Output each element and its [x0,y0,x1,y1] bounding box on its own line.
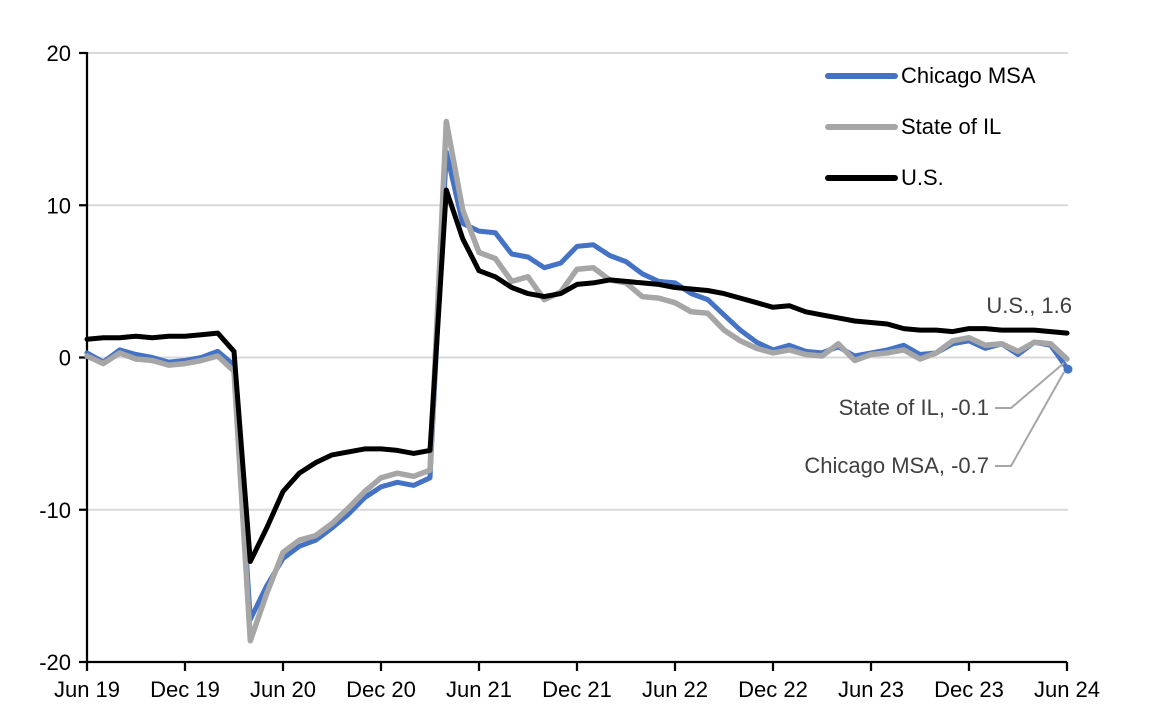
x-tick-label: Dec 23 [934,677,1004,702]
x-tick-label: Jun 22 [642,677,708,702]
y-tick-label: 20 [47,41,71,66]
annotation-chicago-msa: Chicago MSA, -0.7 [804,453,989,478]
x-tick-label: Jun 19 [54,677,120,702]
legend-item-us: U.S. [825,152,1036,203]
x-tick-label: Dec 20 [346,677,416,702]
x-tick-label: Jun 21 [446,677,512,702]
x-tick-label: Dec 21 [542,677,612,702]
legend-swatch-state-of-il [825,123,898,130]
legend-label-state-of-il: State of IL [901,113,1002,139]
annotation-leader-line [995,371,1065,467]
legend-swatch-us [825,174,898,181]
legend-item-state-of-il: State of IL [825,101,1036,152]
x-tick-label: Jun 23 [838,677,904,702]
x-tick-label: Dec 19 [150,677,220,702]
y-tick-label: 0 [59,346,71,371]
series-end-marker-dot [1063,364,1073,374]
series-lines [84,118,1070,644]
y-tick-label: -20 [39,650,71,675]
legend-swatch-chicago-msa [825,72,898,79]
x-tick-label: Jun 24 [1034,677,1100,702]
y-tick-label: -10 [39,498,71,523]
legend-label-chicago-msa: Chicago MSA [901,62,1036,88]
series-line-u-s- [84,187,1070,564]
chart-legend: Chicago MSA State of IL U.S. [825,50,1036,203]
legend-item-chicago-msa: Chicago MSA [825,50,1036,101]
annotation-state-of-il: State of IL, -0.1 [838,395,989,420]
annotation-us: U.S., 1.6 [986,293,1072,318]
annotation-leader-line [995,362,1065,409]
x-tick-label: Jun 20 [250,677,316,702]
y-tick-label: 10 [47,193,71,218]
legend-label-us: U.S. [901,164,944,190]
series-line-state-of-il [84,118,1070,644]
x-tick-label: Dec 22 [738,677,808,702]
